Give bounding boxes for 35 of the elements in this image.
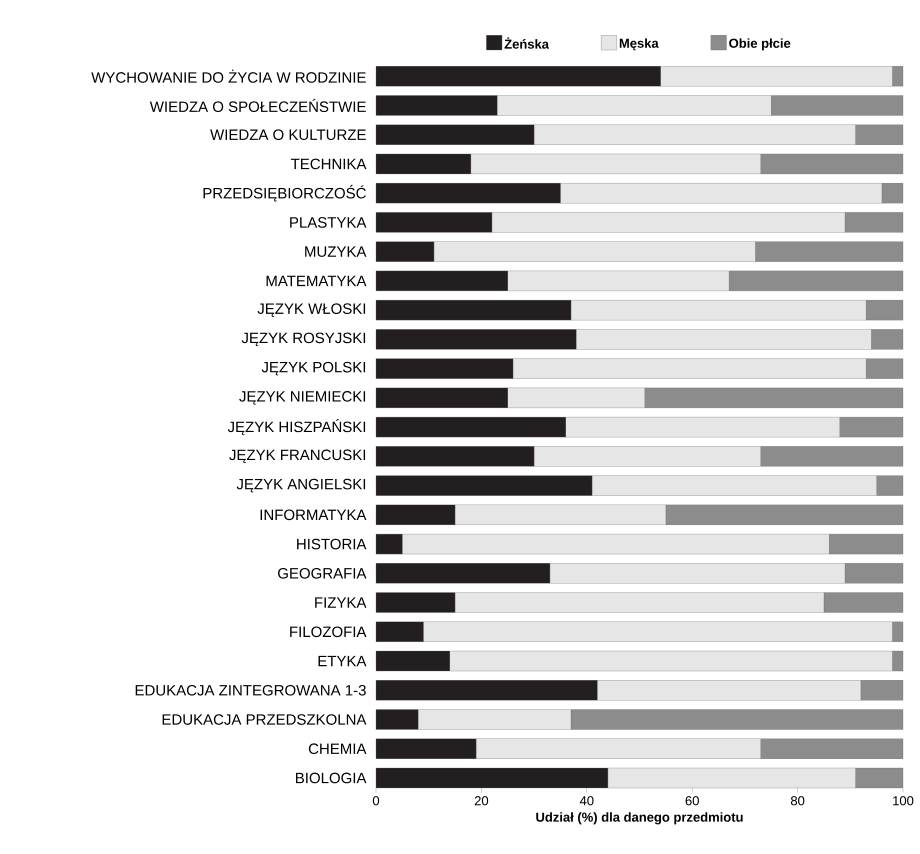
- x-tick-label: 20: [474, 796, 488, 806]
- y-tick-label: JĘZYK NIEMIECKI: [239, 391, 366, 405]
- x-tick-label: 0: [372, 796, 380, 806]
- y-tick-label: FILOZOFIA: [290, 626, 366, 638]
- y-tick-label: EDUKACJA ZINTEGROWANA 1-3: [136, 684, 366, 696]
- y-tick-label: JĘZYK POLSKI: [262, 362, 366, 376]
- y-tick-label: JĘZYK ROSYJSKI: [242, 332, 366, 346]
- y-tick-label: WYCHOWANIE DO ŻYCIA W RODZINIE: [91, 70, 366, 83]
- legend-label: Męska: [620, 38, 659, 50]
- y-tick-label: JĘZYK WŁOSKI: [258, 303, 366, 317]
- y-tick-label: FIZYKA: [315, 597, 366, 608]
- x-tick-label: 100: [893, 796, 914, 806]
- y-tick-label: TECHNIKA: [290, 158, 366, 170]
- legend-label: Żeńska: [504, 37, 550, 49]
- y-tick-label: MATEMATYKA: [266, 276, 366, 286]
- y-tick-label: WIEDZA O SPOŁECZEŃSTWIE: [150, 98, 366, 112]
- y-tick-label: PLASTYKA: [290, 217, 366, 228]
- y-tick-label: JĘZYK ANGIELSKI: [236, 478, 366, 492]
- x-axis-title: Udział (%) dla danego przedmiotu: [536, 812, 743, 824]
- y-tick-label: EDUKACJA PRZEDSZKOLNA: [162, 714, 366, 725]
- y-tick-label: INFORMATYKA: [260, 510, 366, 520]
- y-tick-label: WIEDZA O KULTURZE: [210, 129, 366, 140]
- y-tick-label: ETYKA: [318, 656, 366, 666]
- legend-label: Obie płcie: [729, 38, 790, 50]
- y-tick-label: JĘZYK HISZPAŃSKI: [228, 419, 366, 436]
- y-tick-label: HISTORIA: [297, 538, 366, 550]
- x-tick-label: 80: [790, 796, 804, 806]
- y-tick-label: MUZYKA: [305, 246, 366, 257]
- y-tick-label: GEOGRAFIA: [278, 568, 366, 579]
- x-tick-label: 60: [686, 796, 699, 806]
- y-tick-label: JĘZYK FRANCUSKI: [229, 450, 366, 464]
- x-tick-label: 40: [580, 796, 594, 806]
- y-tick-label: BIOLOGIA: [296, 772, 366, 784]
- y-tick-label: CHEMIA: [308, 743, 366, 754]
- y-tick-label: PRZEDSIĘBIORCZOŚĆ: [204, 184, 366, 202]
